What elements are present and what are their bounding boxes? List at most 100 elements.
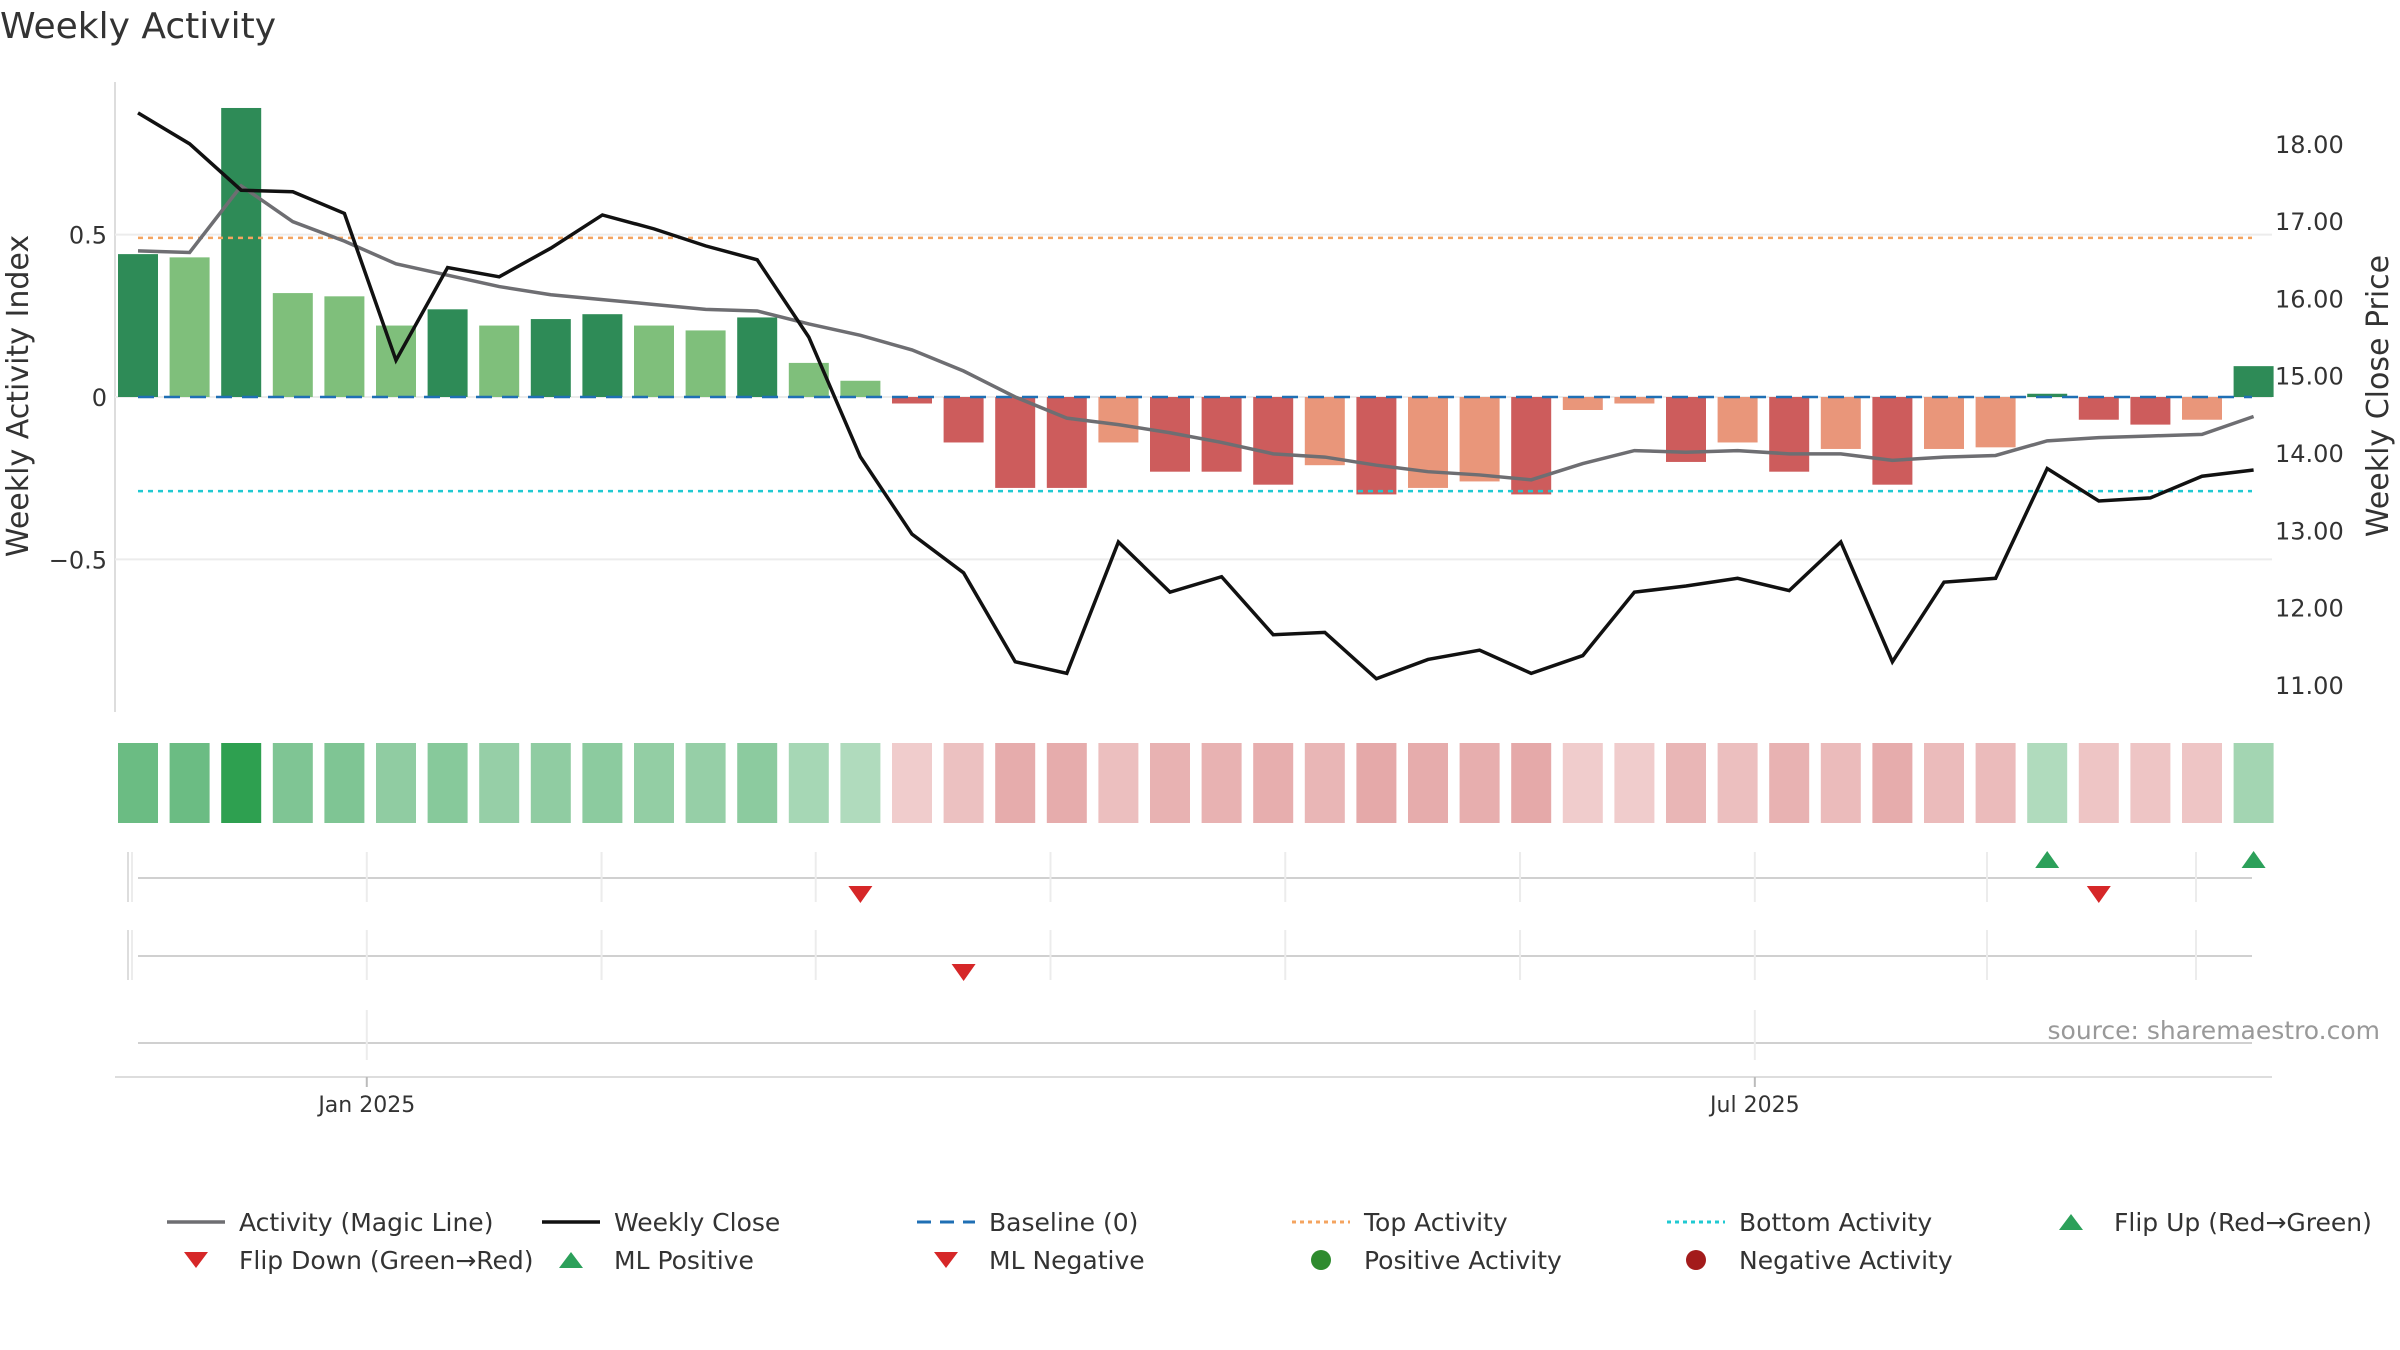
heat-cell bbox=[685, 743, 726, 823]
activity-bar bbox=[737, 317, 778, 397]
heat-cell bbox=[1511, 743, 1552, 823]
activity-bar bbox=[1820, 397, 1861, 449]
legend-label: Activity (Magic Line) bbox=[239, 1207, 494, 1237]
weekly-close-line bbox=[137, 111, 2254, 681]
activity-bar bbox=[169, 257, 210, 397]
legend-item: Negative Activity bbox=[1665, 1243, 1953, 1277]
heat-cell bbox=[2078, 743, 2119, 823]
legend-swatch bbox=[1311, 1250, 1331, 1270]
activity-bar bbox=[892, 397, 932, 404]
activity-bar bbox=[1872, 397, 1913, 485]
heat-cell bbox=[324, 743, 365, 823]
legend-item: Flip Down (Green→Red) bbox=[165, 1243, 534, 1277]
x-tick-label: Jan 2025 bbox=[316, 1093, 415, 1118]
heat-cell bbox=[1562, 743, 1603, 823]
activity-bar bbox=[582, 314, 623, 397]
legend-swatch bbox=[934, 1252, 958, 1268]
heat-cell bbox=[737, 743, 778, 823]
legend-item: Top Activity bbox=[1290, 1205, 1508, 1239]
legend-item: Positive Activity bbox=[1290, 1243, 1562, 1277]
activity-bar bbox=[995, 397, 1036, 488]
right-tick-label: 11.00 bbox=[2275, 672, 2344, 700]
left-axis-title: Weekly Activity Index bbox=[1, 235, 36, 557]
right-tick-label: 12.00 bbox=[2275, 595, 2344, 623]
right-axis-title: Weekly Close Price bbox=[2361, 255, 2396, 537]
legend-swatch bbox=[184, 1252, 208, 1268]
activity-bar bbox=[1253, 397, 1294, 485]
legend-swatch bbox=[2059, 1214, 2083, 1230]
heat-cell bbox=[221, 743, 262, 823]
legend-label: Flip Down (Green→Red) bbox=[239, 1245, 534, 1275]
heat-cell bbox=[2130, 743, 2171, 823]
heat-cell bbox=[427, 743, 468, 823]
heat-cell bbox=[2233, 743, 2274, 823]
heat-cell bbox=[840, 743, 881, 823]
activity-bar bbox=[1769, 397, 1810, 472]
heat-cell bbox=[1820, 743, 1861, 823]
legend-item: ML Negative bbox=[915, 1243, 1145, 1277]
heat-cell bbox=[1975, 743, 2016, 823]
legend-label: Negative Activity bbox=[1739, 1245, 1953, 1275]
heat-cell bbox=[1304, 743, 1345, 823]
heat-cell bbox=[1356, 743, 1397, 823]
activity-bar bbox=[427, 309, 468, 397]
flip-down-marker bbox=[848, 886, 873, 903]
heat-cell bbox=[1924, 743, 1964, 823]
heat-cell bbox=[634, 743, 674, 823]
activity-bar bbox=[530, 319, 571, 397]
activity-bar bbox=[1304, 397, 1345, 466]
heat-cell bbox=[118, 743, 158, 823]
activity-bar bbox=[1459, 397, 1500, 482]
legend-swatch bbox=[1667, 1220, 1725, 1224]
right-tick-label: 14.00 bbox=[2275, 440, 2344, 468]
heat-cell bbox=[892, 743, 932, 823]
heat-cell bbox=[530, 743, 571, 823]
activity-bar bbox=[2027, 393, 2068, 397]
activity-bar bbox=[2182, 397, 2222, 420]
x-tick-label: Jul 2025 bbox=[1708, 1093, 1800, 1118]
legend-swatch bbox=[1292, 1220, 1350, 1224]
heat-cell bbox=[1150, 743, 1190, 823]
heat-cell bbox=[995, 743, 1036, 823]
legend-item: Flip Up (Red→Green) bbox=[2040, 1205, 2372, 1239]
legend-label: Positive Activity bbox=[1364, 1245, 1562, 1275]
magic-line bbox=[137, 183, 2255, 482]
activity-bar bbox=[943, 397, 984, 443]
heat-cell bbox=[1872, 743, 1913, 823]
legend-label: Flip Up (Red→Green) bbox=[2114, 1207, 2372, 1237]
activity-bar bbox=[272, 293, 313, 397]
heat-cell bbox=[1717, 743, 1758, 823]
activity-bar bbox=[1356, 397, 1397, 495]
legend-swatch bbox=[1686, 1250, 1706, 1270]
source-text: source: sharemaestro.com bbox=[2048, 1016, 2381, 1045]
flip-up-marker bbox=[2035, 851, 2060, 868]
heat-cell bbox=[1408, 743, 1448, 823]
legend-label: Bottom Activity bbox=[1739, 1207, 1933, 1237]
legend-item: Weekly Close bbox=[540, 1205, 780, 1239]
left-tick-label: 0 bbox=[92, 384, 107, 412]
heat-cell bbox=[1666, 743, 1706, 823]
activity-bar bbox=[840, 380, 881, 397]
heat-cell bbox=[1046, 743, 1087, 823]
legend-item: Activity (Magic Line) bbox=[165, 1205, 493, 1239]
heat-cell bbox=[943, 743, 984, 823]
left-tick-label: −0.5 bbox=[49, 546, 107, 574]
activity-bar bbox=[2078, 397, 2119, 420]
heat-cell bbox=[169, 743, 210, 823]
flip-up-marker bbox=[2241, 851, 2266, 868]
activity-bar bbox=[1717, 397, 1758, 443]
activity-bar bbox=[479, 325, 520, 397]
heat-cell bbox=[788, 743, 829, 823]
activity-bar bbox=[1201, 397, 1242, 472]
heat-cell bbox=[479, 743, 520, 823]
activity-bar bbox=[324, 296, 365, 397]
right-tick-label: 15.00 bbox=[2275, 363, 2344, 391]
legend-label: Weekly Close bbox=[614, 1207, 781, 1237]
legend-swatch bbox=[167, 1220, 225, 1224]
ml-negative-marker bbox=[951, 964, 976, 981]
flip-down-marker bbox=[2086, 886, 2111, 903]
activity-bar bbox=[634, 325, 674, 397]
legend-label: Baseline (0) bbox=[989, 1207, 1139, 1237]
